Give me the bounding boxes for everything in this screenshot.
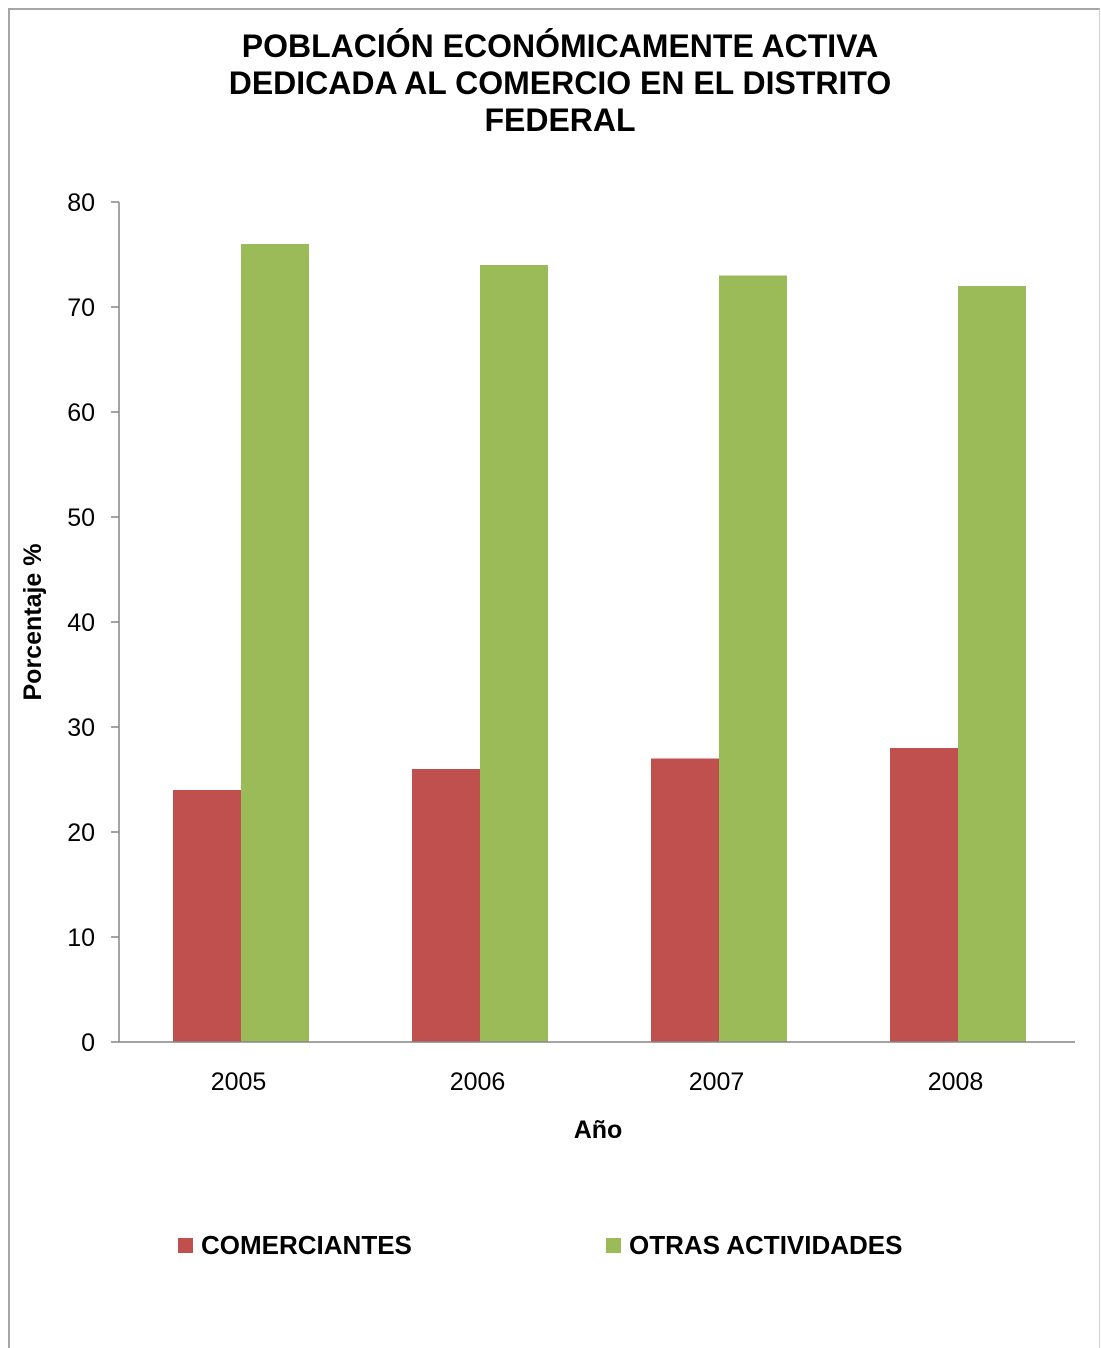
- y-tick-label: 50: [67, 504, 95, 532]
- y-tick-label: 60: [67, 399, 95, 427]
- y-axis-title: Porcentaje %: [19, 543, 47, 700]
- x-axis: 2005 2006 2007 2008: [119, 1041, 1075, 1096]
- x-tick-label: 2007: [689, 1068, 745, 1096]
- x-tick-label: 2005: [211, 1068, 267, 1096]
- bar-comerciantes-2006: [412, 769, 480, 1042]
- bar-comerciantes-2005: [173, 790, 241, 1042]
- y-tick-label: 10: [67, 924, 95, 952]
- y-axis: 0 10 20 30 40 50 60 70 80: [67, 189, 120, 1057]
- bar-otras-actividades-2006: [480, 265, 548, 1042]
- chart-title: POBLACIÓN ECONÓMICAMENTE ACTIVA DEDICADA…: [150, 28, 970, 139]
- y-tick-label: 40: [67, 609, 95, 637]
- legend-label-otras-actividades: OTRAS ACTIVIDADES: [629, 1230, 903, 1260]
- legend-swatch-otras-actividades: [606, 1238, 621, 1253]
- bar-group: [173, 244, 1026, 1042]
- y-tick-label: 20: [67, 819, 95, 847]
- y-tick-label: 30: [67, 714, 95, 742]
- bar-comerciantes-2008: [890, 748, 958, 1042]
- x-tick-label: 2006: [450, 1068, 506, 1096]
- legend-swatch-comerciantes: [178, 1238, 193, 1253]
- chart-title-line-3: FEDERAL: [484, 102, 636, 138]
- chart-title-line-2: DEDICADA AL COMERCIO EN EL DISTRITO: [228, 65, 892, 101]
- chart-frame: [8, 8, 1100, 1348]
- bar-chart: 0 10 20 30 40 50 60 70 80 2005 2006 2007 2008 Porce…: [19, 189, 1075, 1144]
- bar-otras-actividades-2005: [241, 244, 309, 1042]
- y-tick-label: 70: [67, 294, 95, 322]
- legend: COMERCIANTES OTRAS ACTIVIDADES: [0, 1230, 1101, 1270]
- legend-label-comerciantes: COMERCIANTES: [201, 1230, 412, 1260]
- legend-item-comerciantes: COMERCIANTES: [178, 1230, 412, 1261]
- legend-item-otras-actividades: OTRAS ACTIVIDADES: [606, 1230, 903, 1261]
- x-axis-title: Año: [574, 1116, 623, 1144]
- chart-title-line-1: POBLACIÓN ECONÓMICAMENTE ACTIVA: [241, 28, 879, 64]
- bar-otras-actividades-2007: [719, 275, 787, 1042]
- bar-otras-actividades-2008: [958, 286, 1026, 1042]
- y-tick-label: 0: [81, 1029, 95, 1057]
- bar-comerciantes-2007: [651, 758, 719, 1042]
- y-tick-label: 80: [67, 189, 95, 217]
- x-tick-label: 2008: [928, 1068, 984, 1096]
